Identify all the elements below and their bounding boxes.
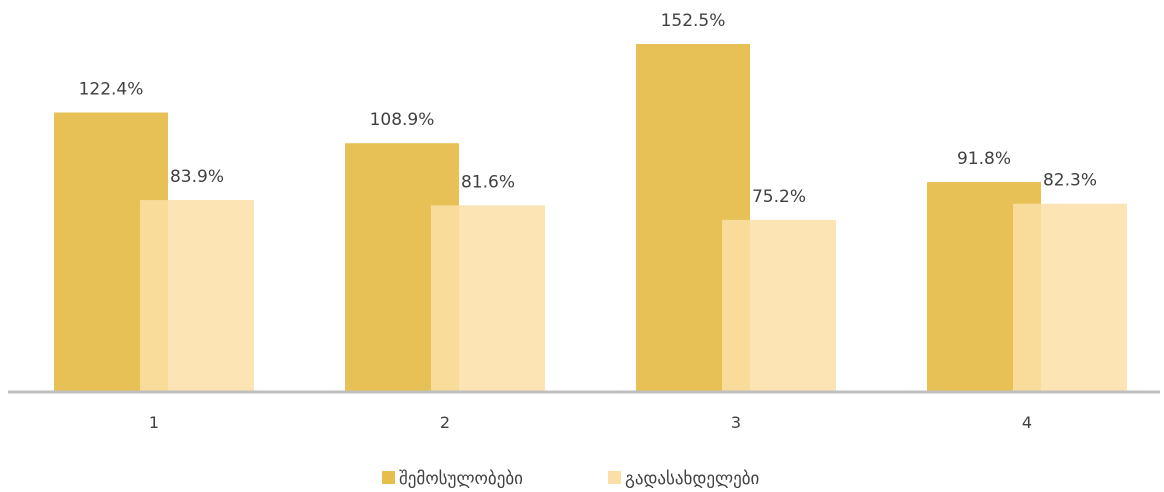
data-label-series2-cat3: 75.2%: [752, 187, 806, 207]
x-tick-labels: 1 2 3 4: [149, 413, 1032, 432]
x-tick-label-2: 2: [440, 413, 450, 432]
bar-series2-cat1: [140, 200, 254, 391]
data-label-series2-cat1: 83.9%: [170, 167, 224, 187]
bars-layer: [54, 44, 1127, 391]
x-tick-label-3: 3: [731, 413, 741, 432]
legend-swatch-series2: [608, 471, 621, 484]
x-tick-label-4: 4: [1022, 413, 1032, 432]
data-label-series1-cat3: 152.5%: [661, 11, 726, 31]
legend-swatch-series1: [382, 471, 395, 484]
data-label-series1-cat2: 108.9%: [370, 110, 435, 130]
x-tick-label-1: 1: [149, 413, 159, 432]
data-label-series2-cat4: 82.3%: [1043, 171, 1097, 191]
legend: შემოსულობები გადასახდელები: [382, 469, 759, 489]
data-label-series1-cat4: 91.8%: [957, 149, 1011, 169]
bar-series2-cat2: [431, 205, 545, 391]
bar-series2-cat4: [1013, 203, 1127, 391]
data-label-series2-cat2: 81.6%: [461, 172, 515, 192]
bar-series2-cat3: [722, 219, 836, 391]
legend-label-series2: გადასახდელები: [625, 469, 759, 489]
legend-label-series1: შემოსულობები: [399, 469, 523, 489]
data-label-series1-cat1: 122.4%: [79, 79, 144, 99]
data-labels-layer: 122.4% 108.9% 152.5% 91.8% 83.9% 81.6% 75.2% 82…: [79, 11, 1097, 207]
